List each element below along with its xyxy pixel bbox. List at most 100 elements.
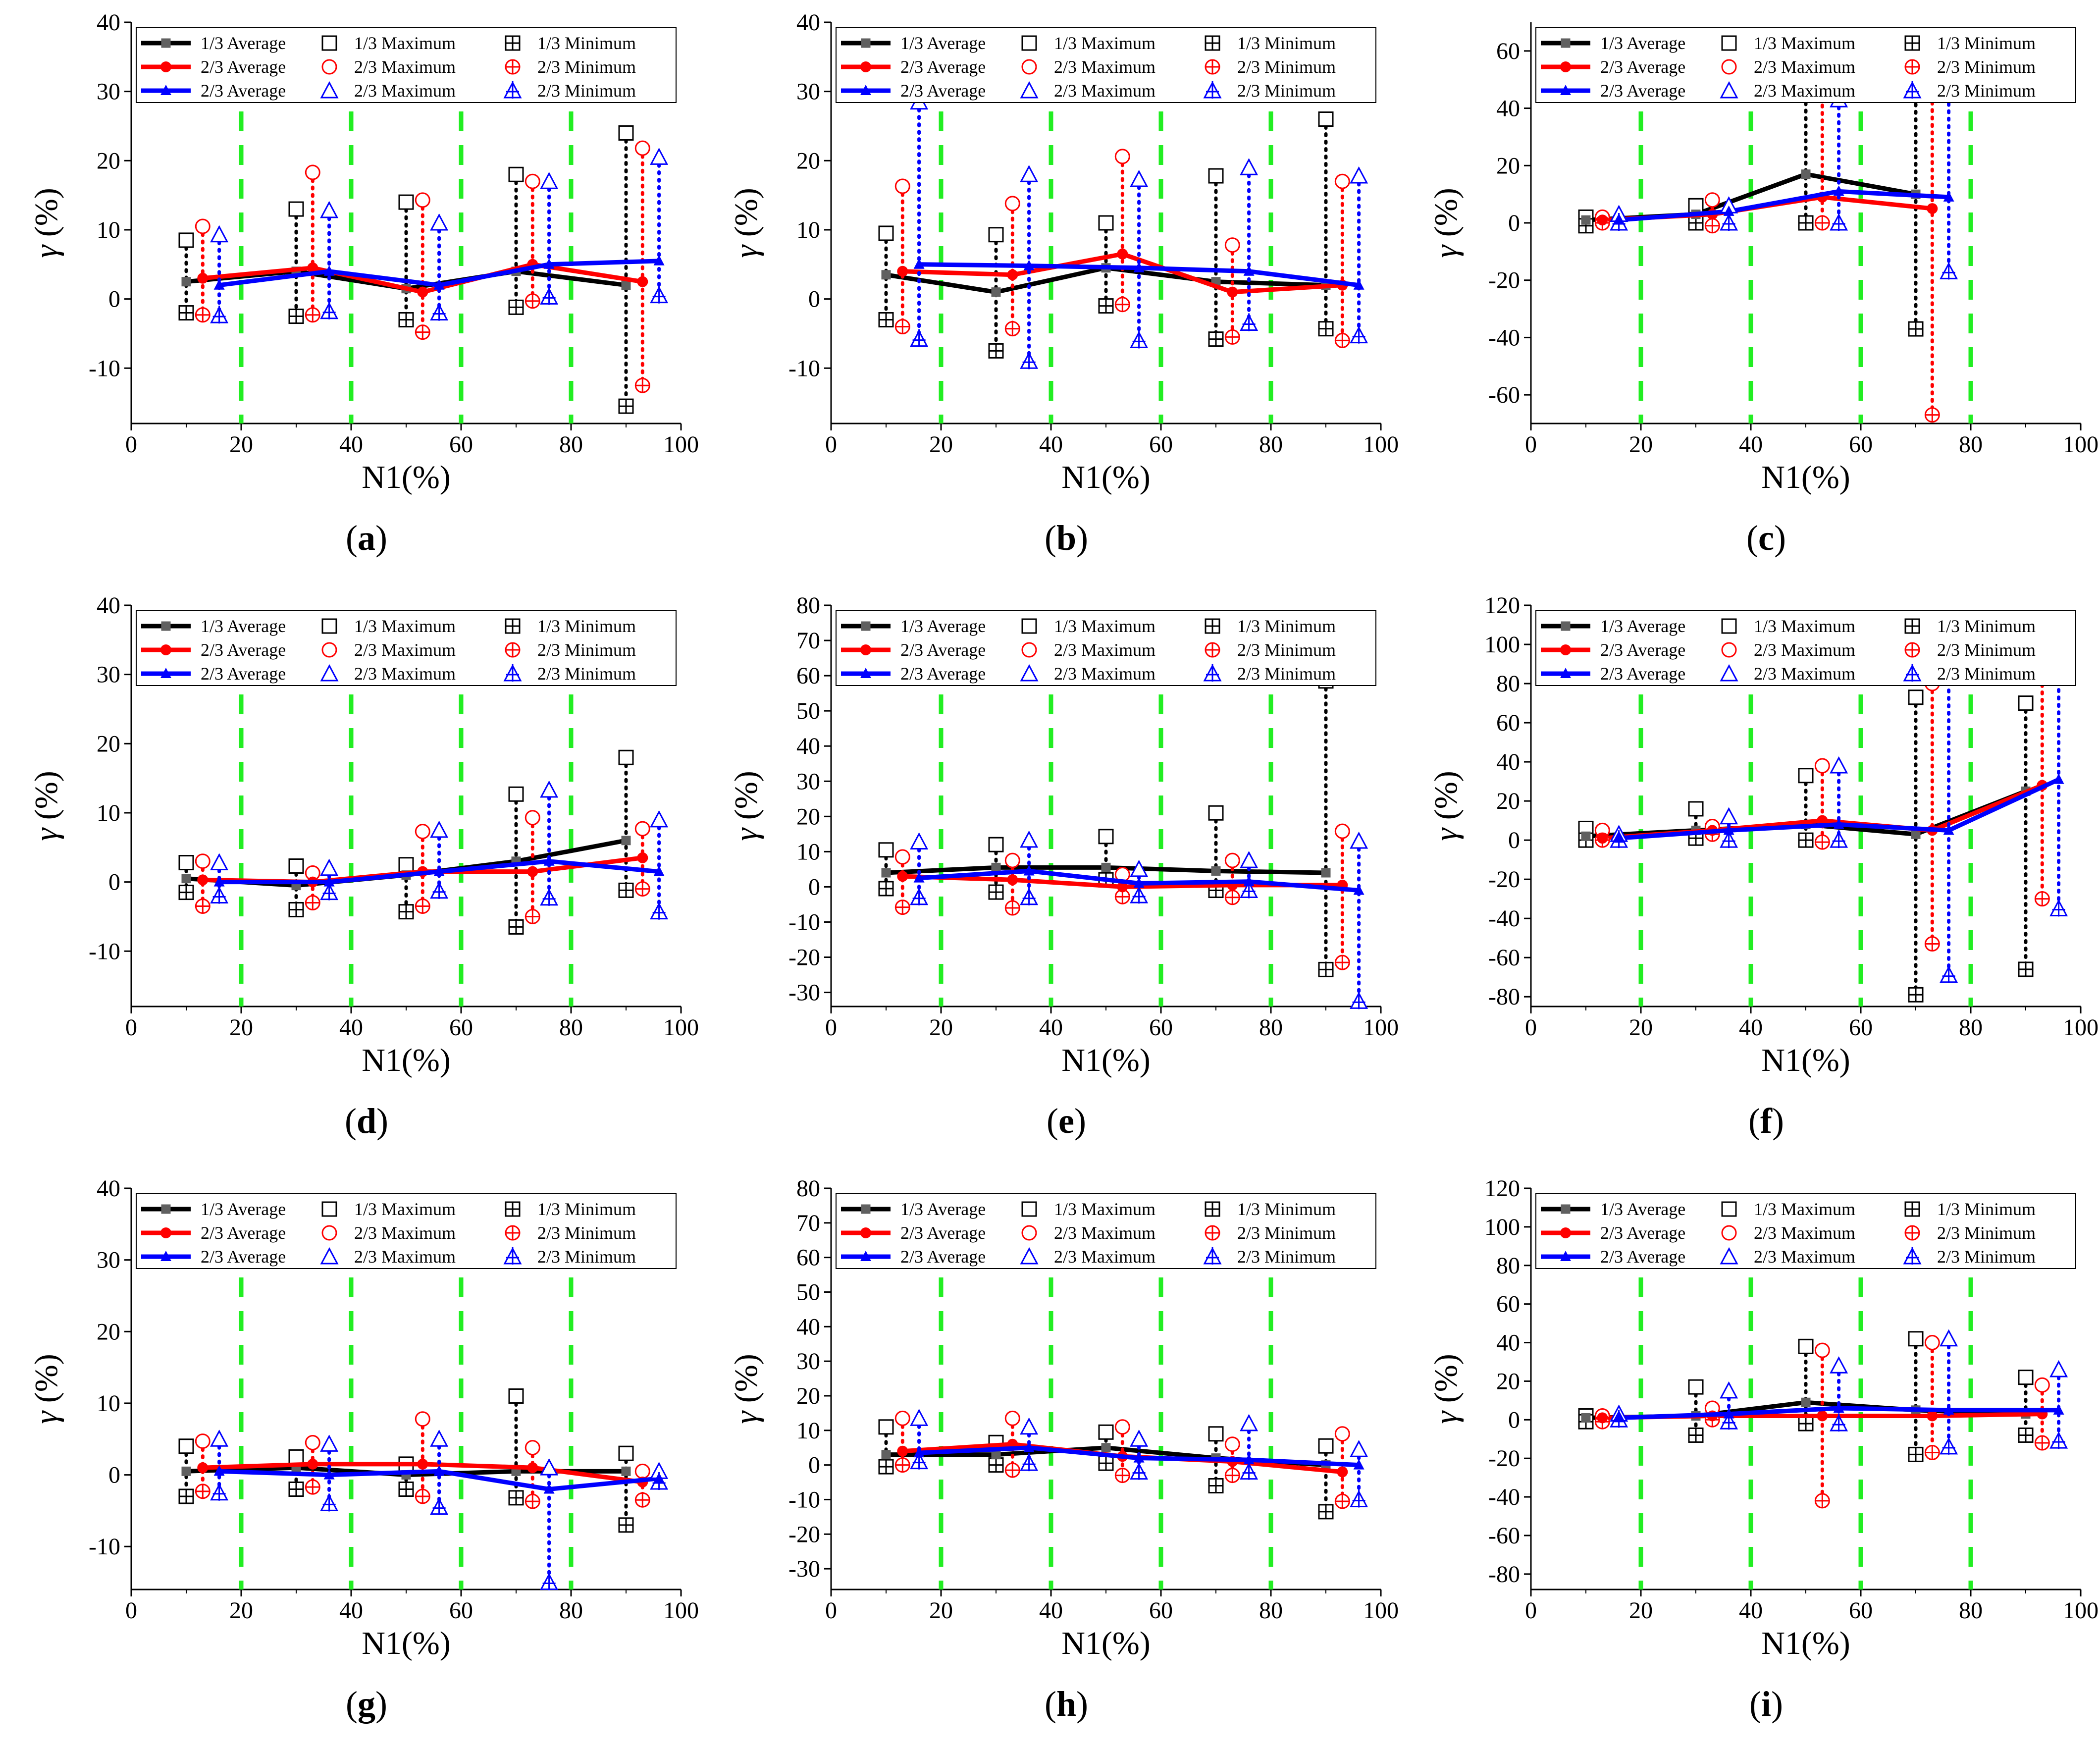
- min-point: [894, 318, 910, 334]
- legend-avg-marker: [161, 38, 171, 48]
- y-tick-label: 20: [1496, 153, 1520, 179]
- min-point: [1334, 332, 1350, 348]
- y-tick-label: 60: [1496, 1291, 1520, 1318]
- avg-point: [2053, 1404, 2064, 1415]
- legend-min-marker: [505, 1225, 521, 1241]
- y-tick-label: 40: [796, 9, 820, 36]
- avg-point: [1007, 269, 1018, 280]
- legend-avg-marker: [160, 1251, 171, 1261]
- avg-point: [1581, 1413, 1591, 1423]
- min-point: [1224, 890, 1240, 905]
- min-point: [210, 1483, 229, 1501]
- max-point: [398, 194, 414, 210]
- legend-max-label: 1/3 Maximum: [1054, 33, 1155, 53]
- avg-point: [1581, 831, 1591, 841]
- legend-min-marker: [505, 35, 521, 51]
- x-tick-label: 80: [1259, 431, 1283, 458]
- y-tick-label: -60: [1488, 1523, 1520, 1549]
- legend-avg-label: 2/3 Average: [900, 1247, 986, 1267]
- max-point: [1814, 1342, 1830, 1358]
- max-point: [1334, 1426, 1350, 1442]
- legend-avg-marker: [160, 644, 171, 655]
- max-point: [1350, 831, 1368, 849]
- max-point: [1688, 801, 1704, 817]
- legend-max-marker: [1720, 81, 1738, 99]
- legend-min-marker: [1205, 1225, 1220, 1241]
- legend-max-marker: [1021, 642, 1037, 658]
- y-axis-label: γ (%): [28, 1354, 64, 1424]
- avg-point: [637, 852, 648, 863]
- legend-min-marker: [503, 81, 522, 99]
- avg-point: [1723, 1408, 1734, 1419]
- avg-point: [1833, 818, 1844, 829]
- y-tick-label: 10: [796, 217, 820, 243]
- min-point: [910, 1451, 929, 1470]
- x-axis-label: N1(%): [362, 1625, 451, 1661]
- avg-point: [307, 262, 318, 273]
- x-tick-label: 0: [125, 1014, 137, 1041]
- avg-point: [1927, 203, 1938, 214]
- avg-point: [1101, 862, 1111, 872]
- legend-min-label: 2/3 Minimum: [1937, 640, 2036, 660]
- y-tick-label: 80: [1496, 1253, 1520, 1279]
- legend-box: [836, 1193, 1376, 1269]
- avg-point: [1943, 824, 1954, 835]
- avg-point: [991, 287, 1001, 297]
- legend-max-marker: [1721, 642, 1737, 658]
- series-s23b: [1610, 1329, 2068, 1455]
- avg-point: [307, 1458, 318, 1470]
- min-point: [1208, 331, 1224, 347]
- legend-avg-label: 2/3 Average: [1600, 664, 1685, 684]
- avg-point: [543, 855, 555, 866]
- avg-point: [197, 874, 209, 886]
- y-tick-label: 20: [1496, 1368, 1520, 1394]
- x-tick-label: 0: [825, 1014, 837, 1041]
- max-point: [2049, 1360, 2068, 1378]
- series-s13: [178, 1388, 634, 1533]
- avg-point: [1353, 884, 1365, 895]
- max-point: [508, 786, 524, 802]
- series-s23r: [1594, 57, 1940, 423]
- avg-point: [913, 258, 925, 269]
- legend-max-marker: [1721, 59, 1737, 75]
- min-point: [430, 303, 449, 321]
- max-point: [1798, 1338, 1814, 1354]
- panel-g: 0 20 40 60 80 100 -10 0 10 20 30 40 N1(%) γ (%) 1/3 Av…: [0, 1166, 700, 1749]
- legend-min-marker: [1904, 1225, 1920, 1241]
- max-point: [305, 1434, 320, 1450]
- avg-point: [197, 1462, 209, 1474]
- max-point: [1334, 823, 1350, 839]
- min-point: [1720, 1412, 1738, 1430]
- y-axis-label: γ (%): [728, 188, 764, 258]
- max-point: [508, 1388, 524, 1404]
- x-tick-label: 60: [1149, 431, 1173, 458]
- avg-point: [1133, 1452, 1145, 1463]
- legend: 1/3 Average 1/3 Maximum 1/3 Minimum 2/3 Ave…: [836, 610, 1376, 686]
- y-tick-label: -20: [788, 1521, 820, 1547]
- legend-min-label: 1/3 Minimum: [1937, 33, 2036, 53]
- min-point: [2018, 1427, 2034, 1443]
- legend-max-marker: [1720, 1247, 1738, 1265]
- max-point: [1208, 805, 1224, 821]
- series-s23b: [910, 1409, 1368, 1508]
- legend-min-marker: [1205, 59, 1220, 75]
- legend-max-marker: [1021, 1201, 1037, 1217]
- min-point: [988, 343, 1004, 359]
- series-s23b: [210, 148, 669, 324]
- x-tick-label: 40: [1739, 431, 1763, 458]
- legend-avg-label: 2/3 Average: [1600, 1223, 1685, 1243]
- y-tick-label: -10: [89, 1534, 120, 1560]
- legend-avg-marker: [860, 85, 871, 95]
- max-point: [320, 858, 339, 876]
- x-tick-label: 20: [229, 1597, 253, 1624]
- legend-box: [1535, 1193, 2076, 1269]
- legend-avg-label: 2/3 Average: [201, 664, 286, 684]
- legend-max-label: 1/3 Maximum: [354, 33, 456, 53]
- y-tick-label: -30: [788, 1556, 820, 1582]
- max-point: [1004, 852, 1020, 868]
- min-point: [195, 899, 210, 914]
- min-point: [1224, 1468, 1240, 1484]
- x-axis-label: N1(%): [1761, 1042, 1850, 1078]
- x-tick-label: 80: [1259, 1597, 1283, 1624]
